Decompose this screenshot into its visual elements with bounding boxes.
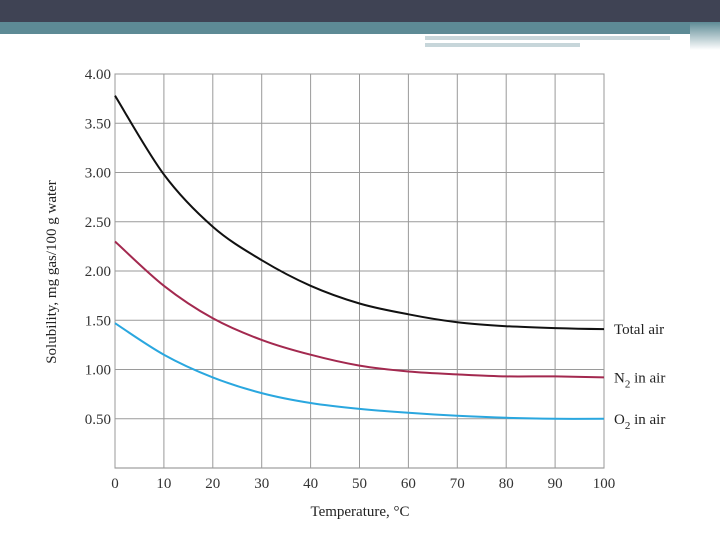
- x-tick-label: 0: [111, 476, 119, 492]
- legend-label-0: Total air: [614, 322, 664, 338]
- y-tick-label: 2.00: [85, 264, 111, 280]
- x-axis-title: Temperature, °C: [310, 504, 409, 520]
- chart-series: [114, 95, 605, 420]
- y-tick-label: 3.00: [85, 166, 111, 182]
- x-tick-label: 10: [156, 476, 171, 492]
- y-tick-label: 1.00: [85, 363, 111, 379]
- y-tick-label: 2.50: [85, 215, 111, 231]
- x-tick-label: 70: [450, 476, 465, 492]
- series-line-2: [114, 322, 605, 420]
- chart-legend: Total air N2 in air O2 in air: [614, 322, 665, 432]
- slide-header-line: [425, 36, 670, 40]
- x-tick-label: 20: [205, 476, 220, 492]
- y-axis-title: Solubility, mg gas/100 g water: [44, 180, 60, 364]
- x-tick-label: 60: [401, 476, 416, 492]
- y-tick-label: 1.50: [85, 313, 111, 329]
- y-tick-label: 0.50: [85, 412, 111, 428]
- x-tick-label: 80: [499, 476, 514, 492]
- y-tick-label: 3.50: [85, 116, 111, 132]
- chart-grid: [114, 73, 605, 469]
- series-line-1: [114, 240, 605, 379]
- x-tick-label: 50: [352, 476, 367, 492]
- legend-label-2: O2 in air: [614, 412, 665, 432]
- x-tick-label: 30: [254, 476, 269, 492]
- series-line-0: [114, 95, 605, 331]
- chart-tick-labels: 0 10 20 30 40 50 60 70 80 90 100 0.50 1.00 1.50 2.00 2.…: [85, 67, 616, 492]
- legend-label-1: N2 in air: [614, 370, 665, 390]
- slide-header-bar: [0, 0, 720, 22]
- slide-header-line: [425, 43, 580, 47]
- slide-header-accent: [0, 22, 720, 34]
- x-tick-label: 100: [593, 476, 616, 492]
- slide-header-fade: [690, 22, 720, 50]
- x-tick-label: 40: [303, 476, 318, 492]
- y-tick-label: 4.00: [85, 67, 111, 83]
- x-tick-label: 90: [548, 476, 563, 492]
